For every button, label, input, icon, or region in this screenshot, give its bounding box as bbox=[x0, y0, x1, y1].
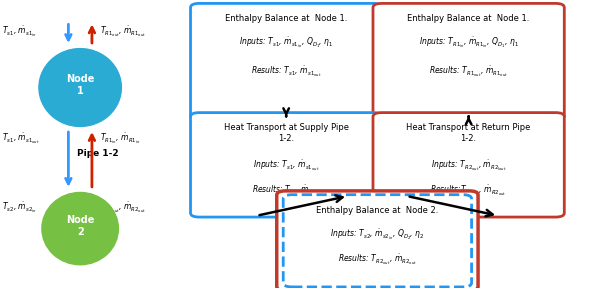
FancyBboxPatch shape bbox=[283, 195, 471, 287]
Text: Enthalpy Balance at  Node 2.: Enthalpy Balance at Node 2. bbox=[316, 206, 438, 215]
Text: Results:$T_{R2_{out}}$, $\dot{m}_{R2_{out}}$: Results:$T_{R2_{out}}$, $\dot{m}_{R2_{ou… bbox=[430, 183, 507, 198]
Text: Inputs: $T_{R2_{out}}$, $\dot{m}_{R2_{lout}}$: Inputs: $T_{R2_{out}}$, $\dot{m}_{R2_{lo… bbox=[431, 159, 507, 173]
Text: Inputs: $T_{R1_{in}}$, $\dot{m}_{R1_{in}}$, $Q_{D_1}$, $\eta_1$: Inputs: $T_{R1_{in}}$, $\dot{m}_{R1_{in}… bbox=[419, 36, 519, 50]
Text: $T_{s1}$, $\dot{m}_{s1_{in}}$: $T_{s1}$, $\dot{m}_{s1_{in}}$ bbox=[2, 25, 37, 39]
Ellipse shape bbox=[39, 49, 122, 126]
Text: Results: $T_{s1}$, $\dot{m}_{s1_{out}}$: Results: $T_{s1}$, $\dot{m}_{s1_{out}}$ bbox=[251, 65, 322, 79]
Text: $T_{R2_{out}}$, $\dot{m}_{R2_{out}}$: $T_{R2_{out}}$, $\dot{m}_{R2_{out}}$ bbox=[100, 201, 146, 215]
Text: Inputs: $T_{s2}$, $\dot{m}_{s2_{in}}$, $Q_{D_2}$, $\eta_2$: Inputs: $T_{s2}$, $\dot{m}_{s2_{in}}$, $… bbox=[330, 227, 425, 242]
Text: Results: $T_{s2}$, $\dot{m}_{s2_{in}}$: Results: $T_{s2}$, $\dot{m}_{s2_{in}}$ bbox=[253, 183, 320, 198]
Text: Node
1: Node 1 bbox=[66, 74, 94, 96]
Text: Results: $T_{R2_{out}}$, $\dot{m}_{R2_{out}}$: Results: $T_{R2_{out}}$, $\dot{m}_{R2_{o… bbox=[338, 253, 417, 267]
Text: Enthalpy Balance at  Node 1.: Enthalpy Balance at Node 1. bbox=[225, 14, 348, 23]
FancyBboxPatch shape bbox=[373, 113, 564, 217]
Text: Inputs: $T_{s1}$, $\dot{m}_{s1_{in}}$, $Q_{D_1}$, $\eta_1$: Inputs: $T_{s1}$, $\dot{m}_{s1_{in}}$, $… bbox=[239, 36, 333, 50]
Text: Node
2: Node 2 bbox=[66, 215, 94, 237]
Text: $T_{s2}$, $\dot{m}_{s2_{in}}$: $T_{s2}$, $\dot{m}_{s2_{in}}$ bbox=[2, 201, 37, 215]
FancyBboxPatch shape bbox=[373, 3, 564, 120]
Text: Heat Transport at Supply Pipe
1-2.: Heat Transport at Supply Pipe 1-2. bbox=[224, 124, 349, 143]
Ellipse shape bbox=[42, 192, 119, 265]
Text: $T_{R1_{out}}$, $\dot{m}_{R1_{out}}$: $T_{R1_{out}}$, $\dot{m}_{R1_{out}}$ bbox=[100, 25, 146, 39]
FancyBboxPatch shape bbox=[277, 191, 478, 288]
Text: Enthalpy Balance at  Node 1.: Enthalpy Balance at Node 1. bbox=[408, 14, 530, 23]
FancyBboxPatch shape bbox=[191, 113, 382, 217]
Text: Pipe 1-2: Pipe 1-2 bbox=[77, 149, 119, 158]
Text: Inputs: $T_{s1}$, $\dot{m}_{s1_{out}}$: Inputs: $T_{s1}$, $\dot{m}_{s1_{out}}$ bbox=[253, 159, 320, 173]
Text: Heat Transport at Return Pipe
1-2.: Heat Transport at Return Pipe 1-2. bbox=[407, 124, 531, 143]
FancyBboxPatch shape bbox=[191, 3, 382, 120]
Text: Results: $T_{R1_{out}}$, $\dot{m}_{R1_{out}}$: Results: $T_{R1_{out}}$, $\dot{m}_{R1_{o… bbox=[429, 65, 508, 79]
Text: $T_{s1}$, $\dot{m}_{s1_{out}}$: $T_{s1}$, $\dot{m}_{s1_{out}}$ bbox=[2, 132, 40, 146]
Text: $T_{R1_{in}}$, $\dot{m}_{R1_{in}}$: $T_{R1_{in}}$, $\dot{m}_{R1_{in}}$ bbox=[100, 132, 140, 146]
